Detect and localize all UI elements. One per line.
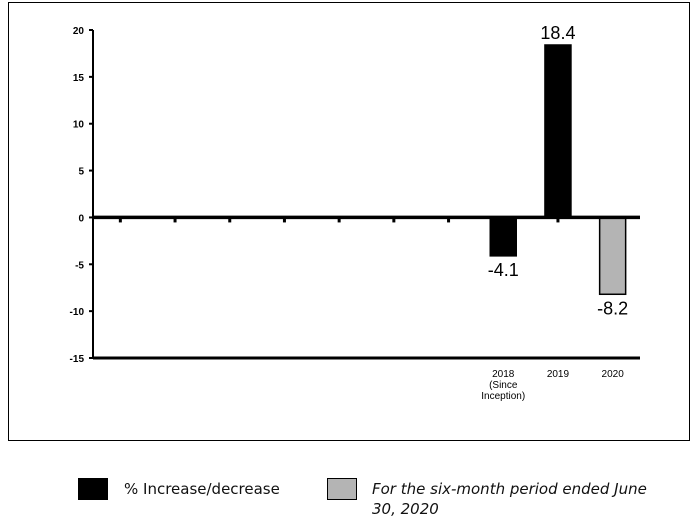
bar — [489, 216, 517, 257]
x-tick-label: (Since — [489, 380, 518, 391]
bar — [544, 44, 572, 219]
x-tick-label: 2018 — [492, 369, 515, 380]
y-tick-label: 0 — [78, 213, 84, 224]
bar-data-label: -4.1 — [488, 260, 519, 280]
chart-frame — [8, 2, 690, 441]
y-tick-label: -15 — [70, 354, 85, 365]
x-tick-label: 2019 — [547, 369, 570, 380]
y-tick-label: 15 — [73, 73, 85, 84]
y-tick-label: 5 — [78, 167, 84, 178]
y-tick-label: -5 — [75, 260, 84, 271]
y-tick-label: -10 — [70, 307, 85, 318]
bar-data-label: 18.4 — [540, 23, 575, 43]
y-tick-label: 20 — [73, 26, 85, 37]
bar-data-label: -8.2 — [597, 298, 628, 318]
y-tick-label: 10 — [73, 120, 85, 131]
bar — [598, 216, 627, 296]
x-tick-label: 2020 — [602, 369, 625, 380]
legend-label-six-month: For the six-month period ended June 30, … — [372, 480, 647, 518]
legend-label-increase: % Increase/decrease — [124, 480, 280, 498]
legend-swatch-six-month — [327, 478, 357, 500]
x-tick-label: Inception) — [481, 391, 525, 402]
legend-swatch-increase — [78, 478, 108, 500]
